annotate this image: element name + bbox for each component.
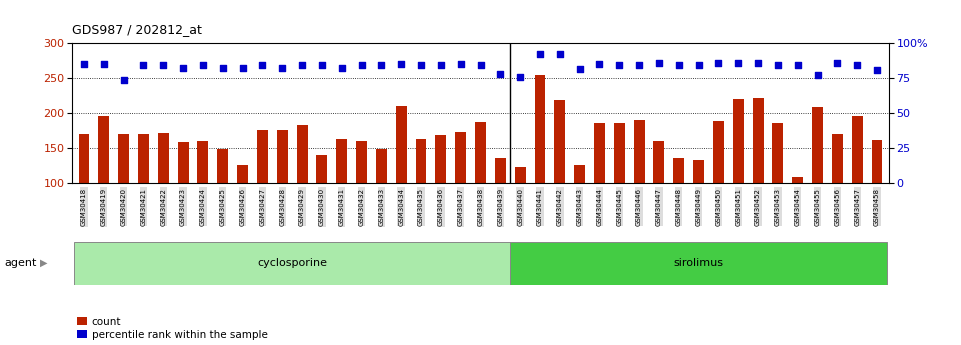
Point: [652, 60, 667, 66]
Bar: [98, 117, 110, 183]
Point: [810, 72, 825, 77]
Point: [76, 61, 91, 67]
Bar: [614, 124, 625, 183]
Point: [314, 63, 330, 68]
Point: [255, 63, 270, 68]
Bar: [435, 135, 446, 183]
Point: [611, 63, 627, 68]
Bar: [376, 149, 387, 183]
Bar: [495, 158, 505, 183]
Bar: [138, 134, 149, 183]
Bar: [158, 132, 169, 183]
Point: [770, 63, 785, 68]
Bar: [812, 107, 823, 183]
Point: [116, 77, 132, 83]
Point: [176, 65, 191, 70]
Point: [215, 65, 231, 70]
Bar: [237, 165, 248, 183]
Legend: count, percentile rank within the sample: count, percentile rank within the sample: [77, 317, 268, 340]
Bar: [534, 75, 546, 183]
Point: [572, 66, 587, 72]
Bar: [752, 98, 764, 183]
Bar: [713, 121, 724, 183]
Point: [234, 65, 250, 70]
Bar: [475, 122, 486, 183]
Text: agent: agent: [5, 258, 37, 268]
Point: [532, 51, 548, 56]
Point: [136, 63, 151, 68]
Point: [850, 63, 865, 68]
Bar: [693, 160, 704, 183]
Point: [195, 63, 210, 68]
Bar: [872, 139, 882, 183]
Bar: [316, 155, 328, 183]
Bar: [773, 124, 783, 183]
Bar: [510, 241, 887, 285]
Point: [711, 60, 727, 66]
Text: GDS987 / 202812_at: GDS987 / 202812_at: [72, 23, 202, 36]
Bar: [178, 142, 188, 183]
Point: [512, 74, 528, 79]
Bar: [336, 139, 347, 183]
Bar: [415, 139, 427, 183]
Point: [553, 51, 568, 56]
Bar: [118, 134, 129, 183]
Point: [691, 63, 706, 68]
Bar: [633, 120, 645, 183]
Bar: [792, 177, 803, 183]
Text: cyclosporine: cyclosporine: [258, 258, 327, 268]
Bar: [554, 100, 565, 183]
Point: [592, 61, 607, 67]
Text: sirolimus: sirolimus: [674, 258, 724, 268]
Bar: [594, 124, 604, 183]
Point: [354, 63, 369, 68]
Point: [393, 61, 408, 67]
Point: [433, 63, 449, 68]
Point: [751, 60, 766, 66]
Bar: [217, 149, 228, 183]
Bar: [79, 134, 89, 183]
Bar: [74, 241, 510, 285]
Point: [473, 63, 488, 68]
Bar: [396, 106, 407, 183]
Bar: [515, 167, 526, 183]
Point: [730, 60, 746, 66]
Bar: [674, 158, 684, 183]
Bar: [277, 130, 287, 183]
Bar: [832, 134, 843, 183]
Point: [829, 60, 845, 66]
Point: [631, 63, 647, 68]
Point: [334, 65, 350, 70]
Point: [790, 63, 805, 68]
Bar: [851, 117, 863, 183]
Point: [453, 61, 468, 67]
Point: [671, 63, 686, 68]
Bar: [574, 165, 585, 183]
Bar: [456, 132, 466, 183]
Point: [275, 65, 290, 70]
Point: [413, 63, 429, 68]
Point: [96, 61, 111, 67]
Bar: [653, 141, 664, 183]
Bar: [733, 99, 744, 183]
Point: [294, 63, 309, 68]
Point: [156, 63, 171, 68]
Bar: [297, 125, 308, 183]
Bar: [257, 130, 268, 183]
Point: [870, 68, 885, 73]
Point: [493, 71, 508, 77]
Bar: [357, 141, 367, 183]
Point: [374, 63, 389, 68]
Text: ▶: ▶: [40, 258, 48, 268]
Bar: [197, 141, 209, 183]
